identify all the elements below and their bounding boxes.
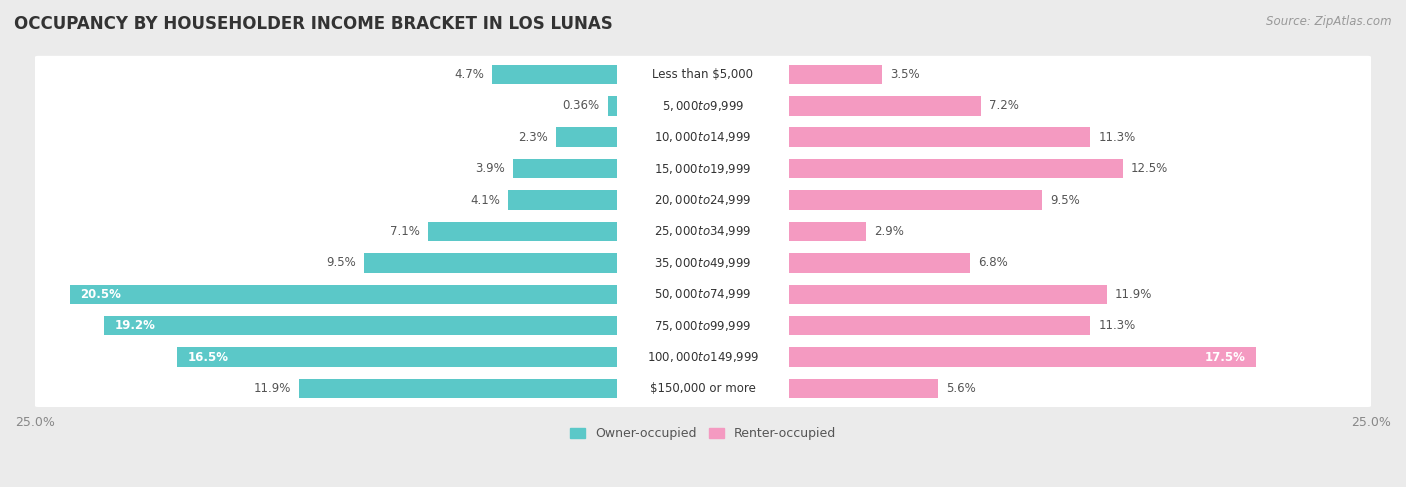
Bar xyxy=(789,128,1091,147)
Text: $100,000 to $149,999: $100,000 to $149,999 xyxy=(647,350,759,364)
Text: 16.5%: 16.5% xyxy=(187,351,228,364)
FancyBboxPatch shape xyxy=(34,182,1372,219)
Bar xyxy=(513,159,617,178)
Bar xyxy=(607,96,617,115)
Bar xyxy=(508,190,617,210)
FancyBboxPatch shape xyxy=(34,244,1372,281)
Text: 3.5%: 3.5% xyxy=(890,68,920,81)
Text: $25,000 to $34,999: $25,000 to $34,999 xyxy=(654,225,752,239)
FancyBboxPatch shape xyxy=(34,119,1372,156)
Text: 9.5%: 9.5% xyxy=(1050,193,1080,206)
Bar xyxy=(789,347,1256,367)
Text: OCCUPANCY BY HOUSEHOLDER INCOME BRACKET IN LOS LUNAS: OCCUPANCY BY HOUSEHOLDER INCOME BRACKET … xyxy=(14,15,613,33)
FancyBboxPatch shape xyxy=(34,276,1372,313)
Text: 7.2%: 7.2% xyxy=(988,99,1019,112)
FancyBboxPatch shape xyxy=(34,338,1372,375)
Text: 11.9%: 11.9% xyxy=(1115,288,1152,301)
Text: 0.36%: 0.36% xyxy=(562,99,600,112)
Bar xyxy=(789,222,866,241)
FancyBboxPatch shape xyxy=(34,307,1372,344)
Bar xyxy=(299,379,617,398)
FancyBboxPatch shape xyxy=(34,56,1372,93)
Text: 11.3%: 11.3% xyxy=(1098,319,1136,332)
Bar xyxy=(492,65,617,84)
Text: 7.1%: 7.1% xyxy=(389,225,420,238)
Text: 3.9%: 3.9% xyxy=(475,162,505,175)
Bar xyxy=(789,284,1107,304)
Bar xyxy=(789,253,970,273)
Text: $35,000 to $49,999: $35,000 to $49,999 xyxy=(654,256,752,270)
Bar xyxy=(789,190,1042,210)
Text: 2.3%: 2.3% xyxy=(519,131,548,144)
Text: $20,000 to $24,999: $20,000 to $24,999 xyxy=(654,193,752,207)
Bar xyxy=(427,222,617,241)
Text: 17.5%: 17.5% xyxy=(1205,351,1246,364)
Legend: Owner-occupied, Renter-occupied: Owner-occupied, Renter-occupied xyxy=(565,422,841,445)
FancyBboxPatch shape xyxy=(34,370,1372,407)
Text: 6.8%: 6.8% xyxy=(979,256,1008,269)
Text: 12.5%: 12.5% xyxy=(1130,162,1168,175)
Text: 4.7%: 4.7% xyxy=(454,68,484,81)
Bar xyxy=(104,316,617,336)
Bar xyxy=(789,379,938,398)
FancyBboxPatch shape xyxy=(34,213,1372,250)
Text: Source: ZipAtlas.com: Source: ZipAtlas.com xyxy=(1267,15,1392,28)
Bar xyxy=(70,284,617,304)
FancyBboxPatch shape xyxy=(34,87,1372,124)
Text: 19.2%: 19.2% xyxy=(115,319,156,332)
Bar xyxy=(177,347,617,367)
Bar xyxy=(364,253,617,273)
Text: 11.9%: 11.9% xyxy=(254,382,291,395)
Text: Less than $5,000: Less than $5,000 xyxy=(652,68,754,81)
Text: 2.9%: 2.9% xyxy=(875,225,904,238)
Bar xyxy=(789,316,1091,336)
FancyBboxPatch shape xyxy=(34,150,1372,187)
Text: 20.5%: 20.5% xyxy=(80,288,121,301)
Bar xyxy=(555,128,617,147)
Text: 5.6%: 5.6% xyxy=(946,382,976,395)
Bar xyxy=(789,159,1122,178)
Text: $15,000 to $19,999: $15,000 to $19,999 xyxy=(654,162,752,176)
Text: $10,000 to $14,999: $10,000 to $14,999 xyxy=(654,130,752,144)
Text: $75,000 to $99,999: $75,000 to $99,999 xyxy=(654,318,752,333)
Text: $50,000 to $74,999: $50,000 to $74,999 xyxy=(654,287,752,301)
Text: 11.3%: 11.3% xyxy=(1098,131,1136,144)
Text: 4.1%: 4.1% xyxy=(470,193,501,206)
Text: 9.5%: 9.5% xyxy=(326,256,356,269)
Bar xyxy=(789,96,981,115)
Text: $5,000 to $9,999: $5,000 to $9,999 xyxy=(662,99,744,113)
Text: $150,000 or more: $150,000 or more xyxy=(650,382,756,395)
Bar xyxy=(789,65,882,84)
